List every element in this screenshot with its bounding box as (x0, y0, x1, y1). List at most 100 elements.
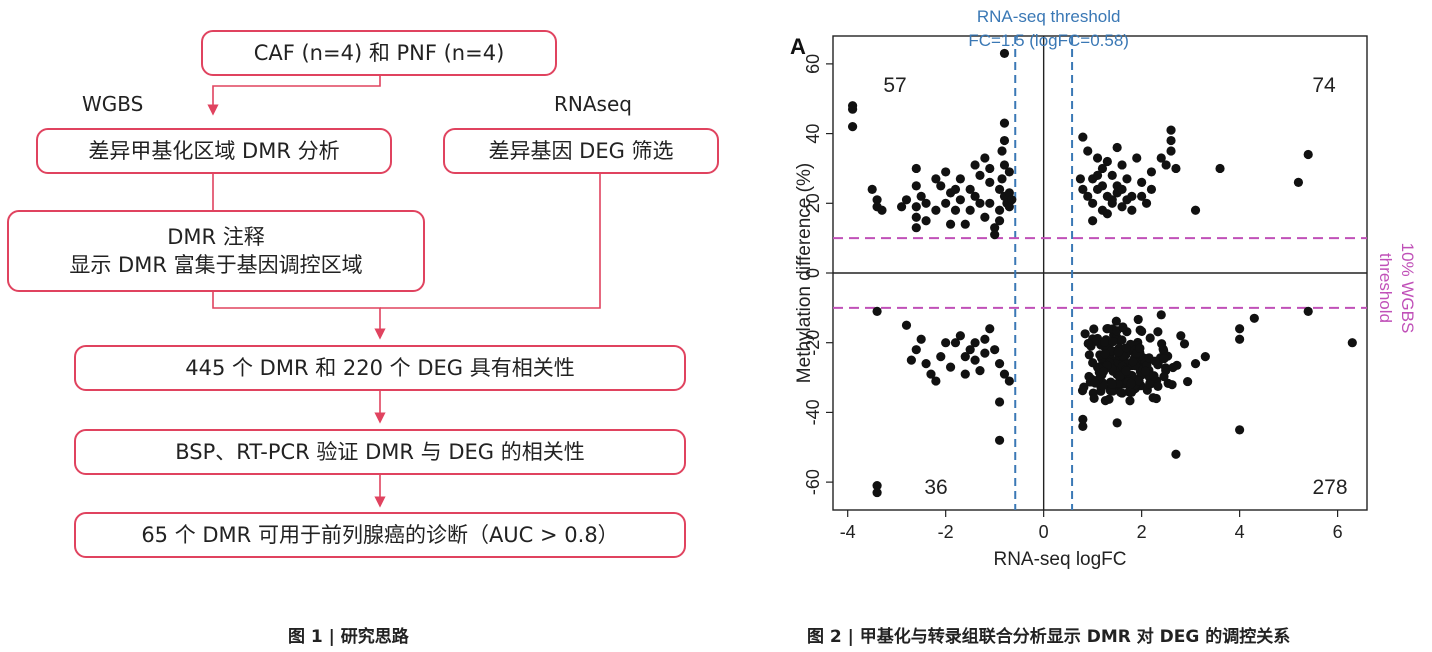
data-point (960, 369, 970, 379)
data-point (965, 184, 975, 194)
data-point (1249, 313, 1259, 323)
data-point (980, 212, 990, 222)
count-bottom-right: 278 (1312, 476, 1347, 499)
data-point (1107, 195, 1117, 205)
data-point (965, 205, 975, 215)
data-point (1166, 146, 1176, 156)
diagnosis-box: 65 个 DMR 可用于前列腺癌的诊断（AUC > 0.8） (74, 512, 686, 558)
data-point (1078, 132, 1088, 142)
data-point (1190, 359, 1201, 369)
data-point (1183, 376, 1193, 387)
data-point (1176, 331, 1186, 341)
data-point (872, 306, 882, 316)
data-point (1137, 191, 1147, 201)
data-point (1347, 338, 1357, 348)
data-point (1097, 181, 1108, 191)
data-point (975, 198, 985, 208)
connector-annot-to-corr (212, 291, 386, 340)
data-point (1303, 306, 1313, 316)
data-point (872, 195, 882, 205)
data-point (901, 320, 912, 330)
y-axis-label: Methylation difference (%) (794, 163, 815, 383)
count-top-right: 74 (1312, 74, 1336, 97)
data-point (985, 198, 995, 208)
data-point (1150, 356, 1160, 366)
data-point (970, 338, 980, 348)
data-point (1141, 198, 1152, 208)
data-point (916, 191, 926, 201)
data-point (1080, 329, 1090, 339)
data-point (1108, 337, 1118, 347)
data-point (1083, 338, 1093, 349)
dmr-analysis-box: 差异甲基化区域 DMR 分析 (36, 128, 392, 174)
data-point (931, 174, 941, 184)
connector-samples-to-dmr (207, 74, 381, 116)
data-point (1075, 174, 1086, 184)
data-point (960, 219, 970, 229)
data-point (1134, 376, 1144, 386)
data-point (1098, 366, 1109, 377)
dmr-annotation-line2: 显示 DMR 富集于基因调控区域 (69, 253, 363, 277)
wgbs-side-label-line1: 10% WGBS (1398, 243, 1417, 334)
deg-screen-box: 差异基因 DEG 筛选 (443, 128, 719, 174)
rnaseq-label: RNAseq (554, 92, 632, 116)
diagnosis-text: 65 个 DMR 可用于前列腺癌的诊断（AUC > 0.8） (141, 522, 619, 547)
data-point (1097, 205, 1108, 215)
data-point (1133, 314, 1143, 325)
data-point (921, 359, 931, 369)
data-point (941, 167, 951, 177)
data-point (997, 146, 1007, 156)
data-point (1126, 378, 1136, 389)
data-point (1146, 167, 1157, 177)
correlation-box: 445 个 DMR 和 220 个 DEG 具有相关性 (74, 345, 686, 391)
data-point (1135, 325, 1145, 335)
data-point (847, 104, 858, 114)
data-point (1159, 353, 1169, 364)
data-point (1171, 449, 1181, 459)
data-point (994, 184, 1005, 194)
samples-text: CAF (n=4) 和 PNF (n=4) (253, 40, 505, 65)
data-point (1132, 153, 1142, 163)
data-point (994, 359, 1005, 369)
data-point (1092, 153, 1103, 163)
data-point (955, 331, 965, 341)
data-point (1166, 125, 1176, 135)
data-point (1126, 387, 1137, 397)
data-point (1007, 195, 1017, 205)
x-tick-label: 2 (1137, 522, 1147, 542)
data-point (1145, 379, 1155, 389)
data-point (906, 355, 916, 365)
data-point (1179, 339, 1190, 349)
data-point (980, 348, 990, 358)
data-point (1004, 188, 1014, 198)
data-point (999, 118, 1010, 128)
data-point (1113, 347, 1124, 357)
data-point (1083, 191, 1093, 201)
data-point (911, 163, 921, 174)
data-point (1235, 324, 1245, 334)
data-point (1121, 343, 1131, 353)
data-point (1125, 396, 1135, 406)
data-point (1156, 310, 1166, 320)
data-point (1078, 184, 1088, 194)
data-point (896, 202, 907, 212)
data-point (1107, 379, 1117, 389)
data-point (1090, 378, 1100, 388)
data-point (872, 481, 882, 491)
data-point (1190, 205, 1201, 215)
data-point (994, 216, 1005, 226)
panel-label: A (790, 34, 806, 59)
data-point (1103, 323, 1113, 334)
validation-box: BSP、RT-PCR 验证 DMR 与 DEG 的相关性 (74, 429, 686, 475)
validation-text: BSP、RT-PCR 验证 DMR 与 DEG 的相关性 (175, 439, 585, 464)
data-point (955, 195, 965, 205)
dmr-annotation-box: DMR 注释 显示 DMR 富集于基因调控区域 (7, 210, 425, 292)
data-point (1079, 382, 1089, 392)
y-tick-label: 20 (803, 193, 823, 213)
deg-screen-text: 差异基因 DEG 筛选 (488, 138, 674, 163)
data-point (950, 338, 961, 348)
data-point (1121, 366, 1131, 376)
y-tick-label: -60 (803, 469, 823, 495)
connector-deg-to-corr (380, 172, 601, 309)
